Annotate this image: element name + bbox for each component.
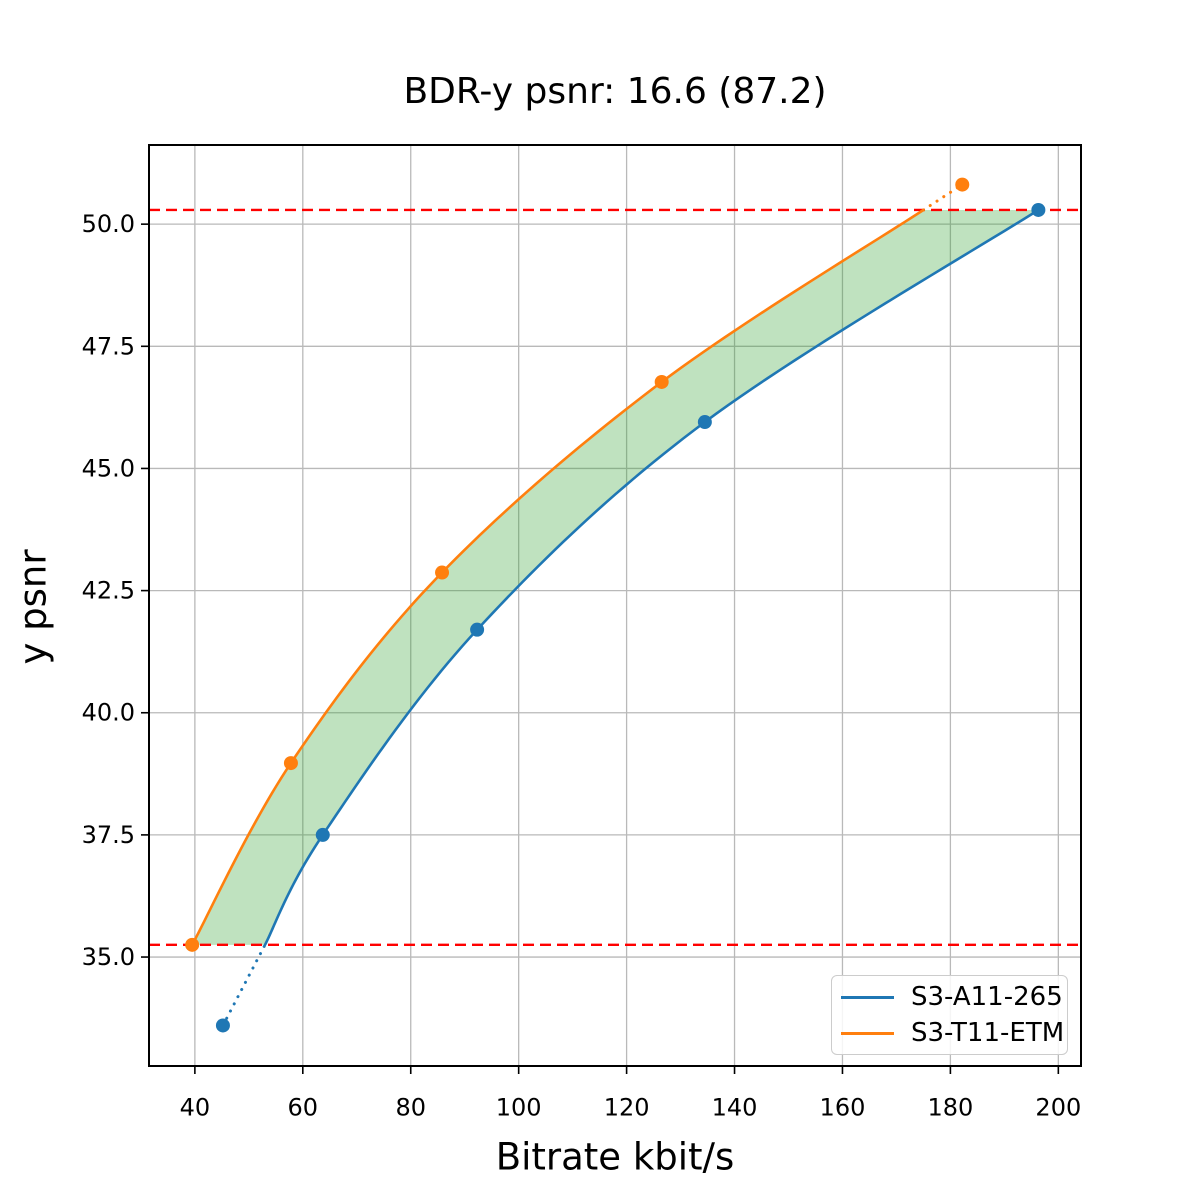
data-point-s3-a11-265	[697, 415, 712, 430]
y-tick-label: 47.5	[82, 332, 135, 360]
data-point-s3-a11-265	[470, 622, 485, 637]
x-tick-label: 40	[180, 1094, 211, 1122]
y-tick-label: 50.0	[82, 210, 135, 238]
y-tick-label: 37.5	[82, 821, 135, 849]
x-tick-label: 140	[712, 1094, 758, 1122]
x-tick-label: 120	[604, 1094, 650, 1122]
data-point-s3-t11-etm	[283, 756, 298, 771]
data-point-s3-t11-etm	[955, 177, 970, 192]
x-axis-label: Bitrate kbit/s	[495, 1135, 735, 1179]
data-point-s3-t11-etm	[654, 374, 669, 389]
series-dotted-extension-s3-a11-265	[221, 943, 267, 1027]
chart-title: BDR-y psnr: 16.6 (87.2)	[403, 71, 827, 112]
legend-item-s3-t11-etm: S3-T11-ETM	[832, 1018, 1067, 1048]
legend-line-swatch-blue	[841, 995, 894, 999]
y-tick-label: 45.0	[82, 454, 135, 482]
legend-label: S3-T11-ETM	[911, 1018, 1065, 1048]
data-point-s3-t11-etm	[185, 937, 200, 952]
data-point-s3-a11-265	[1031, 202, 1046, 217]
legend: S3-A11-265 S3-T11-ETM	[831, 975, 1068, 1055]
y-tick-label: 35.0	[82, 943, 135, 971]
x-tick-label: 200	[1035, 1094, 1081, 1122]
data-point-s3-t11-etm	[435, 565, 450, 580]
bd-shaded-area	[192, 209, 1039, 945]
y-axis-label: y psnr	[11, 549, 55, 665]
legend-item-s3-a11-265: S3-A11-265	[832, 982, 1067, 1012]
legend-label: S3-A11-265	[911, 982, 1063, 1012]
x-tick-label: 100	[496, 1094, 542, 1122]
y-tick-label: 42.5	[82, 577, 135, 605]
x-tick-label: 80	[395, 1094, 426, 1122]
legend-line-swatch-orange	[841, 1031, 894, 1035]
x-tick-label: 60	[288, 1094, 319, 1122]
axes-border	[148, 144, 1082, 1067]
data-point-s3-a11-265	[215, 1018, 230, 1033]
series-dotted-extension-s3-t11-etm	[921, 183, 964, 212]
x-tick-label: 180	[927, 1094, 973, 1122]
y-tick-label: 40.0	[82, 699, 135, 727]
data-point-s3-a11-265	[315, 827, 330, 842]
x-tick-label: 160	[820, 1094, 866, 1122]
